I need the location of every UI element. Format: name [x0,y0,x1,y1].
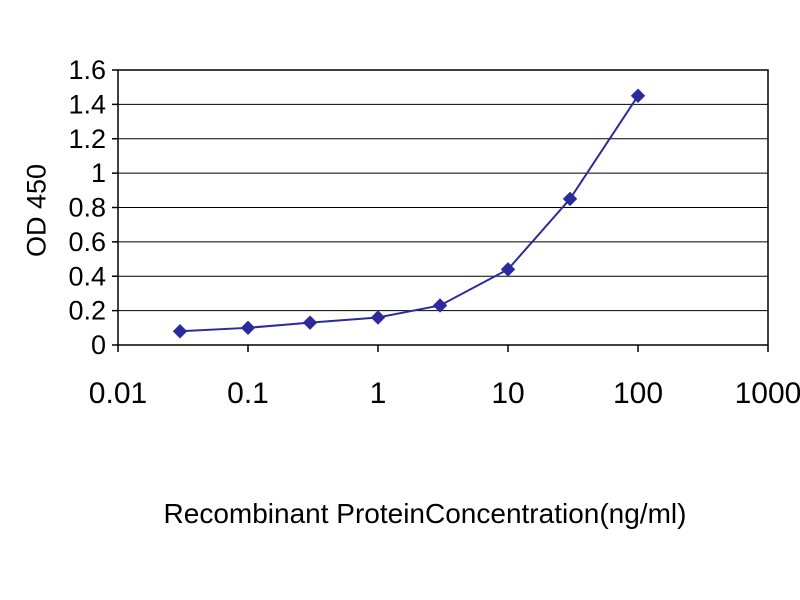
y-tick-label: 1 [91,158,106,188]
data-markers [172,88,646,339]
x-axis-label: Recombinant ProteinConcentration(ng/ml) [163,498,687,529]
data-point-marker [240,320,256,336]
x-tick-label: 0.01 [89,377,147,410]
y-tick-label: 1.4 [68,89,106,119]
data-point-marker [500,262,516,277]
x-tick-label: 1000 [735,377,800,410]
data-point-marker [302,315,318,330]
y-axis-label: OD 450 [21,163,52,258]
x-tick-label: 0.1 [227,377,269,410]
y-tick-label: 1.2 [68,124,106,154]
data-point-marker [630,88,646,103]
data-line [179,95,639,333]
y-tick-label: 0.8 [68,193,106,223]
x-axis-ticks: 0.01 0.1 1 10 100 1000 [89,345,800,410]
data-point-marker [172,324,188,339]
y-tick-label: 0.6 [68,227,106,257]
x-tick-label: 1 [370,377,387,410]
data-point-marker [370,310,386,325]
y-tick-label: 1.6 [68,55,106,85]
y-tick-label: 0 [91,330,106,360]
y-tick-label: 0.4 [68,261,106,291]
data-point-marker [432,298,448,313]
y-tick-label: 0.2 [68,296,106,326]
x-tick-label: 100 [613,377,663,410]
x-tick-label: 10 [491,377,524,410]
y-axis-ticks: 0 0.2 0.4 0.6 0.8 1 1.2 1.4 1.6 [68,55,118,360]
data-point-marker [562,191,578,207]
